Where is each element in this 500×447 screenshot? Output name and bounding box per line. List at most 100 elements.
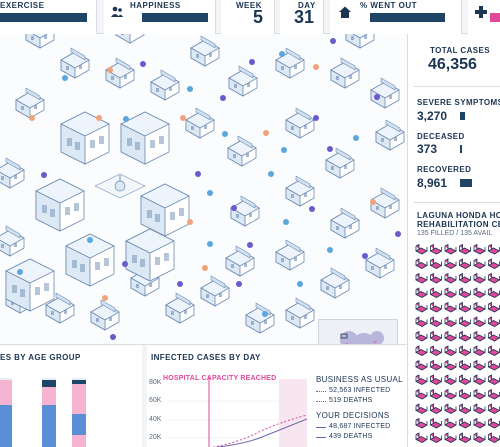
hospital-bed-icon: [474, 390, 485, 400]
hospital-bed-icon: [474, 361, 485, 371]
exercise-bar: [0, 13, 87, 22]
deceased-bar: [460, 145, 462, 153]
case-stats-sidebar: TOTAL CASES 46,356 SEVERE SYMPTOMS 3,270…: [407, 34, 500, 447]
age-bar-cases: [42, 405, 56, 447]
hospital-bed-icon: [431, 361, 442, 371]
hospital-bed-icon: [474, 259, 485, 269]
hospital-bed-icon: [445, 346, 456, 356]
hospital-bed-icon: [416, 390, 427, 400]
hospital-bed-icon: [431, 404, 442, 414]
hospital-bed-icon: [445, 245, 456, 255]
hospital-bed-icon: [489, 317, 500, 327]
hospital-bed-icon: [489, 404, 500, 414]
hospital-bed-icon: [460, 375, 471, 385]
week-stat: WEEK 5: [221, 0, 275, 34]
hospital-bed-icon: [474, 245, 485, 255]
hospital-bed-icon: [431, 245, 442, 255]
hospital-bed-icon: [431, 390, 442, 400]
hospital-bed-icon: [431, 288, 442, 298]
age-bar-deaths: [72, 380, 86, 384]
hospital-bed-icon: [431, 317, 442, 327]
deceased-value: 373: [417, 142, 437, 156]
hospital-bed-icon: [445, 404, 456, 414]
severe-symptoms-value: 3,270: [417, 109, 447, 123]
hospital-bed-icon: [445, 288, 456, 298]
your-decisions-heading: YOUR DECISIONS: [316, 411, 390, 420]
hospital-bed-icon: [445, 390, 456, 400]
top-stats-bar: EXERCISE HAPPINESS WEEK 5 DAY 31 % WENT …: [0, 0, 500, 34]
hospital-bed-icon: [489, 390, 500, 400]
hospital-bed-icon: [416, 332, 427, 342]
went-out-stat: % WENT OUT: [330, 0, 462, 34]
hospital-bed-icon: [431, 332, 442, 342]
hospital-bed-icon: [489, 375, 500, 385]
hospital-bed-icon: [489, 361, 500, 371]
hospital-bed-icon: [460, 419, 471, 429]
hospital-bed-icon: [489, 419, 500, 429]
minimap-density: [319, 320, 397, 344]
hospital-bed-icon: [445, 361, 456, 371]
hospital-bed-icon: [489, 346, 500, 356]
hospital-bed-icon: [474, 404, 485, 414]
exercise-label: EXERCISE: [0, 1, 44, 10]
town-houses: [0, 34, 404, 333]
town-map: [0, 34, 407, 344]
plaza-fountain: [95, 174, 145, 198]
age-bar-infected: [72, 384, 86, 414]
happiness-label: HAPPINESS: [130, 1, 181, 10]
went-out-bar: [370, 13, 445, 22]
day-stat: DAY 31: [280, 0, 324, 34]
hospital-bed-icon: [431, 303, 442, 313]
hospital-bed-icon: [489, 259, 500, 269]
hospital-bed-icon: [445, 303, 456, 313]
hospital-bed-icon: [445, 259, 456, 269]
hospital-bed-icon: [431, 274, 442, 284]
recovered-label: RECOVERED: [417, 165, 471, 174]
hospital-bed-icon: [416, 303, 427, 313]
hospital-bed-icon: [416, 259, 427, 269]
age-bar-infected: [0, 380, 12, 405]
town-simulation-view[interactable]: [0, 34, 407, 344]
total-cases-label: TOTAL CASES: [430, 46, 490, 55]
hospital-bed-icon: [460, 303, 471, 313]
hospital-bed-icon: [460, 404, 471, 414]
recovered-value: 8,961: [417, 176, 447, 190]
hospital-bed-icon: [416, 361, 427, 371]
hospital-bed-icon: [416, 245, 427, 255]
hospital-capacity: 135 FILLED / 135 AVAIL: [417, 230, 492, 237]
hospital-bed-icon: [416, 288, 427, 298]
town-minimap[interactable]: [318, 319, 398, 344]
age-bar-infected: [42, 387, 56, 405]
age-bar-cases: [0, 405, 12, 447]
hospital-bed-icon: [431, 346, 442, 356]
people-icon: [110, 5, 124, 19]
bau-line-swatch: [316, 401, 326, 402]
bau-line-swatch: [316, 391, 326, 392]
hospital-bed-icon: [474, 332, 485, 342]
age-group-panel: ES BY AGE GROUP: [0, 345, 142, 447]
hospital-bed-icon: [416, 375, 427, 385]
hospital-bed-icon: [416, 433, 427, 443]
severe-symptoms-label: SEVERE SYMPTOMS: [417, 98, 500, 107]
hospital-bed-icon: [416, 346, 427, 356]
hospital-bed-icon: [474, 317, 485, 327]
went-out-label: % WENT OUT: [360, 1, 417, 10]
hospital-bed-icon: [489, 274, 500, 284]
hospital-bed-icon: [431, 259, 442, 269]
yd-deaths: 439 DEATHS: [329, 433, 373, 440]
hospital-bed-icon: [474, 274, 485, 284]
hospital-capacity-reached-label: HOSPITAL CAPACITY REACHED: [163, 375, 276, 382]
hospital-bed-icon: [474, 288, 485, 298]
hospital-bed-icon: [445, 433, 456, 443]
medical-bar: [490, 13, 500, 22]
hospital-bed-icon: [460, 288, 471, 298]
happiness-bar: [142, 13, 208, 22]
hospital-bed-icon: [460, 346, 471, 356]
hospital-bed-icon: [416, 317, 427, 327]
yd-infected: 48,687 INFECTED: [329, 423, 390, 430]
hospital-bed-icon: [445, 274, 456, 284]
hospital-bed-icon: [445, 332, 456, 342]
hospital-bed-icon: [474, 346, 485, 356]
medical-cross-icon: [474, 5, 488, 19]
hospital-bed-icon: [460, 317, 471, 327]
